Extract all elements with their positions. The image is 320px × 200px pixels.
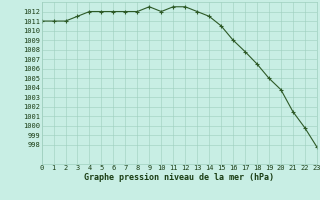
X-axis label: Graphe pression niveau de la mer (hPa): Graphe pression niveau de la mer (hPa) [84,173,274,182]
